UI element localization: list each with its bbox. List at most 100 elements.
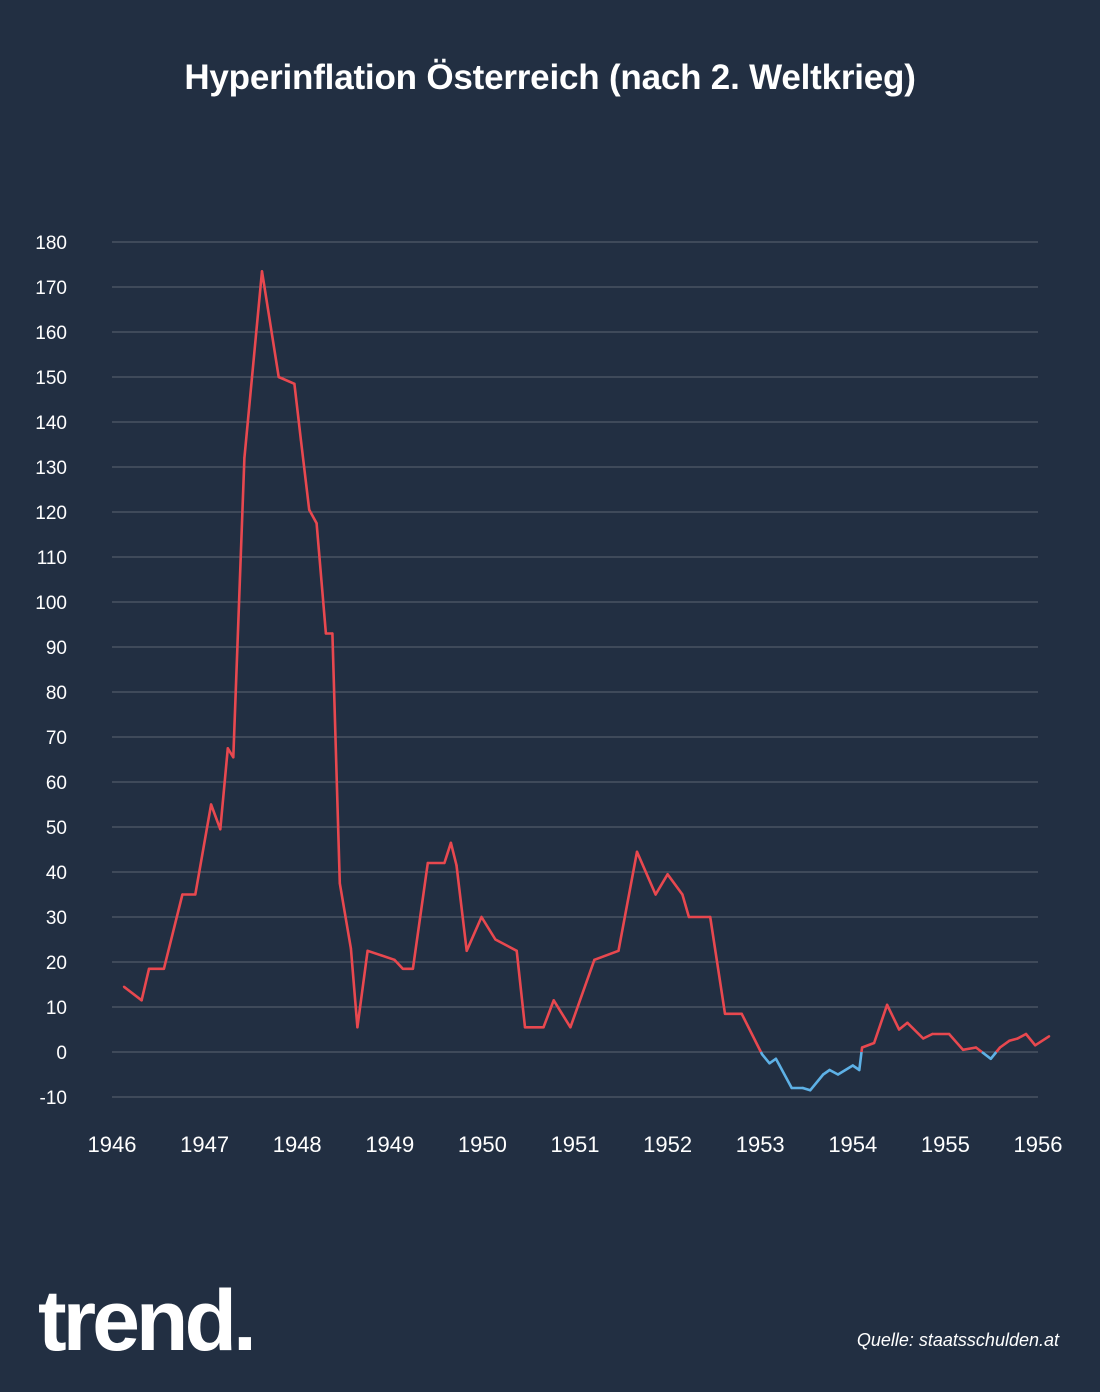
data-point — [465, 949, 468, 952]
x-tick-label: 1954 — [828, 1132, 877, 1157]
data-point — [1034, 1044, 1037, 1047]
line-chart: 1801701601501401301201101009080706050403… — [35, 233, 1063, 1157]
y-tick-label: 20 — [46, 953, 67, 974]
data-point — [356, 1026, 359, 1029]
y-tick-label: 70 — [46, 728, 67, 749]
data-point — [569, 1026, 572, 1029]
x-tick-label: 1949 — [365, 1132, 414, 1157]
data-point — [666, 873, 669, 876]
data-point — [654, 893, 657, 896]
data-point — [836, 1073, 840, 1076]
data-point — [293, 382, 296, 385]
y-tick-label: 140 — [35, 413, 67, 434]
y-tick-label: 60 — [46, 773, 67, 794]
data-point — [455, 864, 458, 867]
data-point — [140, 999, 143, 1002]
inflation-series — [122, 269, 1051, 1092]
data-point — [349, 947, 353, 950]
x-tick-label: 1951 — [551, 1132, 600, 1157]
data-point — [931, 1032, 934, 1036]
data-point — [426, 861, 429, 865]
data-point — [324, 632, 328, 635]
data-point — [226, 747, 229, 750]
y-tick-label: 160 — [35, 323, 67, 344]
data-point — [338, 882, 341, 885]
y-tick-label: 110 — [37, 548, 67, 569]
data-point — [299, 438, 303, 442]
x-tick-label: 1947 — [180, 1132, 229, 1157]
data-point — [593, 958, 596, 961]
y-tick-label: 130 — [35, 458, 67, 479]
data-point — [885, 1003, 889, 1006]
data-point — [851, 1064, 854, 1067]
y-tick-label: 10 — [46, 998, 67, 1019]
data-point — [308, 508, 311, 511]
data-point — [393, 958, 396, 961]
data-point — [922, 1037, 925, 1040]
x-axis-ticks: 1946 1947 1948 1949 1950 1951 1952 1953 1954 1955… — [88, 1132, 1063, 1157]
data-point — [774, 1057, 778, 1061]
data-point — [209, 803, 213, 806]
data-point — [998, 1046, 1002, 1049]
data-point — [897, 1028, 901, 1031]
data-point — [147, 967, 151, 970]
inflation-line-negative — [981, 1050, 998, 1061]
x-tick-label: 1953 — [736, 1132, 785, 1157]
y-tick-label: 30 — [46, 908, 67, 929]
data-point — [768, 1062, 771, 1065]
data-point — [219, 828, 222, 831]
y-tick-label: 170 — [35, 278, 67, 299]
data-point — [872, 1041, 876, 1045]
data-point — [232, 756, 235, 759]
data-point — [1008, 1039, 1011, 1043]
data-point — [974, 1046, 978, 1049]
y-tick-label: 150 — [35, 368, 67, 389]
data-point — [331, 632, 334, 635]
data-point — [181, 893, 184, 896]
data-point — [681, 893, 684, 896]
data-point — [515, 949, 518, 952]
data-point — [858, 1068, 861, 1072]
x-tick-label: 1950 — [458, 1132, 507, 1157]
y-tick-label: 90 — [46, 638, 67, 659]
x-tick-label: 1956 — [1014, 1132, 1063, 1157]
data-point — [778, 1064, 781, 1067]
data-point — [162, 967, 166, 970]
y-tick-label: 100 — [35, 593, 67, 614]
data-point — [401, 967, 404, 970]
inflation-line-positive — [860, 1003, 983, 1054]
data-point — [740, 1012, 743, 1015]
y-tick-label: 50 — [46, 818, 67, 839]
y-tick-label: 40 — [46, 863, 67, 884]
data-point — [1024, 1032, 1028, 1036]
data-point — [494, 938, 497, 941]
data-point — [961, 1048, 965, 1052]
data-point — [760, 1053, 764, 1056]
data-point — [194, 893, 197, 896]
inflation-line-positive — [123, 269, 763, 1053]
data-point — [277, 375, 280, 379]
source-credit: Quelle: staatsschulden.at — [856, 1330, 1059, 1350]
data-point — [243, 456, 246, 460]
inflation-line-negative — [759, 1051, 863, 1092]
data-point — [822, 1073, 825, 1076]
data-point — [366, 949, 369, 952]
y-axis-ticks: 1801701601501401301201101009080706050403… — [35, 233, 67, 1109]
data-point — [1047, 1035, 1051, 1038]
data-point — [635, 850, 639, 853]
y-tick-label: 120 — [35, 503, 67, 524]
y-tick-label: -10 — [40, 1088, 67, 1109]
data-point — [315, 522, 318, 525]
gridlines — [112, 241, 1038, 1098]
data-point — [828, 1068, 831, 1072]
data-point — [906, 1021, 909, 1024]
data-point — [709, 915, 712, 919]
data-point — [523, 1026, 527, 1029]
brand-logo: trend. — [38, 1273, 257, 1369]
x-tick-label: 1952 — [643, 1132, 692, 1157]
data-point — [860, 1046, 864, 1049]
data-point — [723, 1012, 727, 1015]
data-point — [1016, 1037, 1019, 1040]
data-point — [687, 915, 691, 919]
data-point — [542, 1026, 545, 1029]
